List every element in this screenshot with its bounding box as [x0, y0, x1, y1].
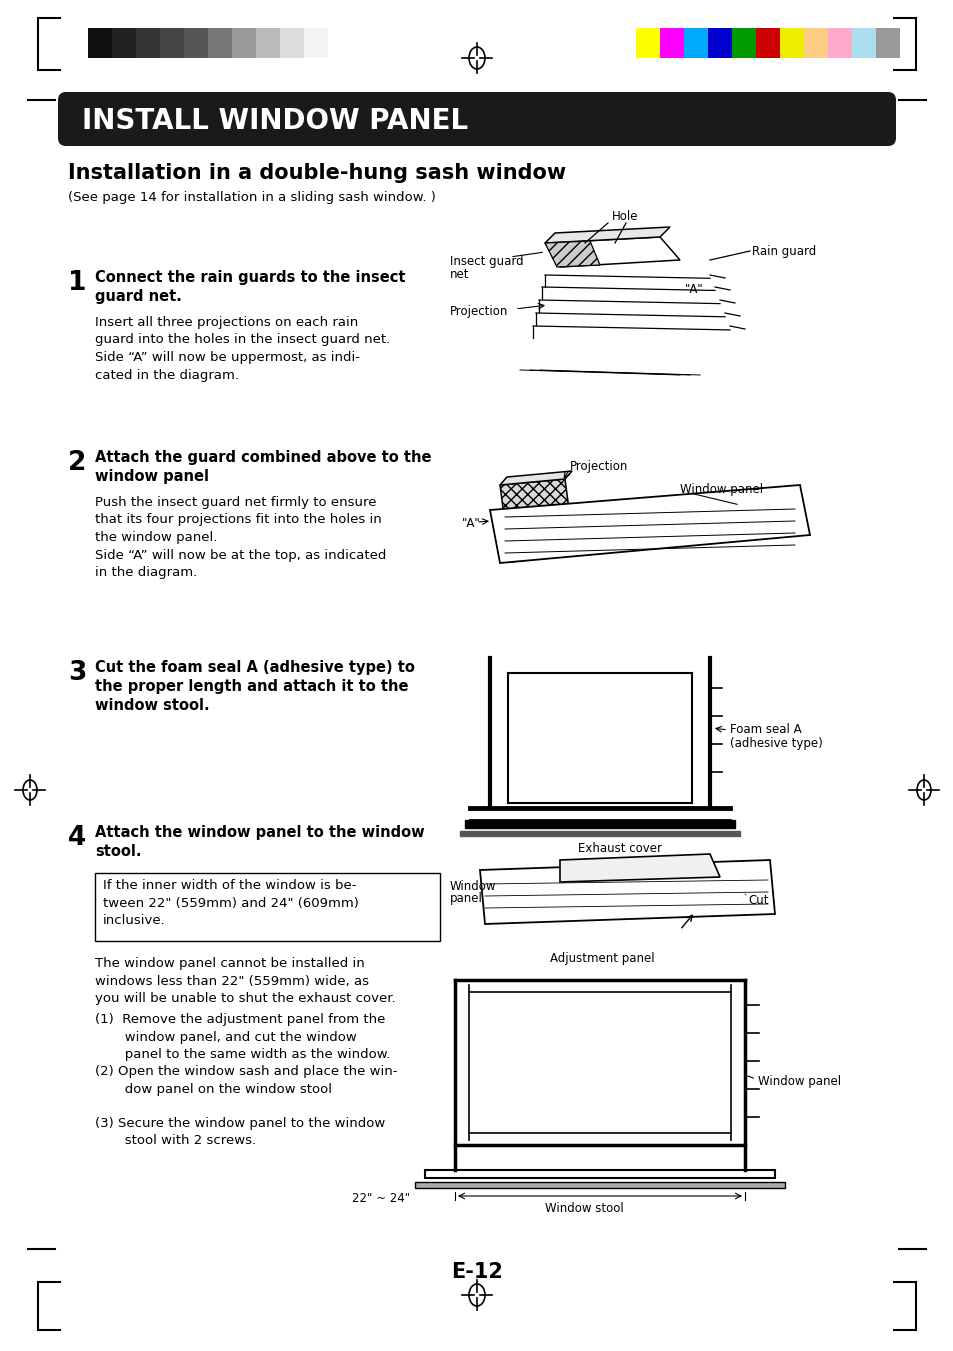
Bar — [424, 1170, 774, 1178]
Bar — [136, 28, 160, 58]
Polygon shape — [544, 240, 599, 267]
Text: (adhesive type): (adhesive type) — [729, 738, 821, 750]
Bar — [731, 28, 755, 58]
Text: If the inner width of the window is be-
tween 22" (559mm) and 24" (609mm)
inclus: If the inner width of the window is be- … — [103, 880, 358, 927]
Text: The window panel cannot be installed in
windows less than 22" (559mm) wide, as
y: The window panel cannot be installed in … — [95, 957, 395, 1005]
Bar — [780, 28, 803, 58]
Text: Window panel: Window panel — [758, 1075, 841, 1088]
Bar — [464, 820, 734, 828]
Bar — [160, 28, 184, 58]
Text: E-12: E-12 — [451, 1262, 502, 1282]
Text: Cut: Cut — [747, 894, 768, 907]
Bar — [88, 28, 112, 58]
Bar — [827, 28, 851, 58]
Polygon shape — [499, 480, 575, 562]
Text: Exhaust cover: Exhaust cover — [578, 842, 661, 855]
Polygon shape — [499, 471, 572, 485]
Text: Window stool: Window stool — [544, 1202, 623, 1215]
Text: Window: Window — [450, 880, 496, 893]
Text: "A": "A" — [461, 517, 480, 530]
Text: 4: 4 — [68, 825, 86, 851]
Bar — [415, 1182, 784, 1188]
Polygon shape — [544, 227, 669, 243]
Text: net: net — [450, 267, 469, 281]
Bar — [851, 28, 875, 58]
Bar — [208, 28, 232, 58]
Text: 2: 2 — [68, 450, 87, 476]
Text: Connect the rain guards to the insect
guard net.: Connect the rain guards to the insect gu… — [95, 270, 405, 304]
Text: (1)  Remove the adjustment panel from the
       window panel, and cut the windo: (1) Remove the adjustment panel from the… — [95, 1013, 390, 1061]
Polygon shape — [559, 854, 720, 882]
Text: Projection: Projection — [569, 459, 628, 473]
Bar — [459, 831, 740, 836]
FancyBboxPatch shape — [58, 92, 895, 146]
Text: 3: 3 — [68, 661, 87, 686]
Bar — [636, 28, 659, 58]
Polygon shape — [490, 485, 809, 563]
Text: Insect guard: Insect guard — [450, 255, 523, 267]
Text: Adjustment panel: Adjustment panel — [550, 952, 654, 965]
Text: Attach the window panel to the window
stool.: Attach the window panel to the window st… — [95, 825, 424, 859]
Text: (2) Open the window sash and place the win-
       dow panel on the window stool: (2) Open the window sash and place the w… — [95, 1065, 397, 1096]
Text: 1: 1 — [68, 270, 87, 296]
Bar — [95, 873, 439, 942]
Text: Projection: Projection — [450, 305, 508, 317]
Text: (See page 14 for installation in a sliding sash window. ): (See page 14 for installation in a slidi… — [68, 190, 436, 204]
Text: Hole: Hole — [612, 209, 638, 223]
Bar — [304, 28, 328, 58]
Text: "A": "A" — [684, 282, 703, 296]
Polygon shape — [479, 861, 774, 924]
Text: Cut the foam seal A (adhesive type) to
the proper length and attach it to the
wi: Cut the foam seal A (adhesive type) to t… — [95, 661, 415, 713]
Bar — [755, 28, 780, 58]
Text: Installation in a double-hung sash window: Installation in a double-hung sash windo… — [68, 163, 565, 182]
Text: Foam seal A: Foam seal A — [729, 723, 801, 736]
Bar — [255, 28, 280, 58]
Bar — [184, 28, 208, 58]
Bar — [803, 28, 827, 58]
Text: 22" ~ 24": 22" ~ 24" — [352, 1192, 410, 1205]
Text: (3) Secure the window panel to the window
       stool with 2 screws.: (3) Secure the window panel to the windo… — [95, 1117, 385, 1147]
Bar — [659, 28, 683, 58]
Text: Attach the guard combined above to the
window panel: Attach the guard combined above to the w… — [95, 450, 431, 484]
Text: Window panel: Window panel — [679, 484, 762, 496]
Bar — [707, 28, 731, 58]
Bar — [232, 28, 255, 58]
Polygon shape — [544, 236, 679, 267]
Text: Insert all three projections on each rain
guard into the holes in the insect gua: Insert all three projections on each rai… — [95, 316, 390, 381]
Bar — [875, 28, 899, 58]
Bar — [683, 28, 707, 58]
Text: panel: panel — [450, 892, 482, 905]
Bar — [112, 28, 136, 58]
Text: Rain guard: Rain guard — [751, 245, 816, 258]
Bar — [280, 28, 304, 58]
Text: Push the insect guard net firmly to ensure
that its four projections fit into th: Push the insect guard net firmly to ensu… — [95, 496, 386, 580]
Text: INSTALL WINDOW PANEL: INSTALL WINDOW PANEL — [82, 107, 468, 135]
